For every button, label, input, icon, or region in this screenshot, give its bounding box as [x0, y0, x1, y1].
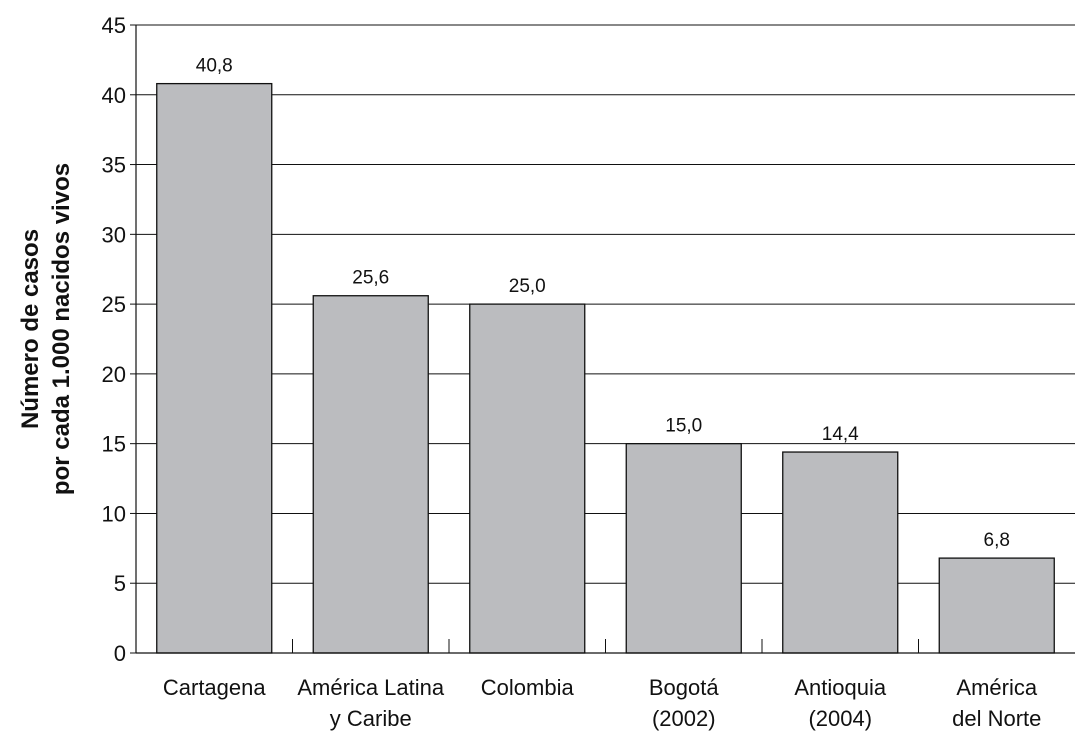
x-category-labels: Cartagena América Latina y Caribe Colombia B… [163, 675, 1042, 731]
bar-value-label: 14,4 [822, 424, 859, 445]
y-tick-label: 40 [102, 83, 126, 108]
bar-value-label: 40,8 [196, 56, 233, 77]
y-tick-label: 35 [102, 153, 126, 178]
y-tick-label: 45 [102, 13, 126, 38]
bar-value-label: 25,0 [509, 276, 546, 297]
bar [782, 451, 899, 654]
bar [938, 557, 1055, 654]
gridlines [136, 24, 1075, 584]
bar-value-label: 6,8 [984, 530, 1010, 551]
bar [312, 295, 429, 654]
y-tick-label: 20 [102, 362, 126, 387]
x-category-label: Cartagena [163, 675, 267, 700]
y-tick-label: 30 [102, 222, 126, 247]
y-tick-labels: 0 5 10 15 20 25 30 35 40 45 [102, 13, 126, 666]
bar [469, 303, 586, 654]
bars [156, 82, 1055, 654]
y-tick-label: 0 [114, 641, 126, 666]
y-axis-title: Número de casos por cada 1.000 nacidos vi… [17, 163, 75, 495]
x-category-label: Colombia [481, 675, 575, 700]
value-labels: 40,8 25,6 25,0 15,0 14,4 6,8 [196, 56, 1010, 551]
x-category-label: América del Norte [952, 675, 1041, 731]
x-category-label: América Latina y Caribe [297, 675, 445, 731]
y-tick-label: 15 [102, 432, 126, 457]
y-tick-label: 25 [102, 292, 126, 317]
x-category-label: Antioquia (2004) [794, 675, 887, 731]
axes [130, 24, 1075, 654]
bar-value-label: 25,6 [352, 268, 389, 289]
bar [625, 443, 742, 654]
y-tick-label: 10 [102, 501, 126, 526]
y-tick-label: 5 [114, 571, 126, 596]
bar [156, 82, 273, 654]
x-category-label: Bogotá (2002) [649, 675, 719, 731]
bar-value-label: 15,0 [665, 416, 702, 437]
